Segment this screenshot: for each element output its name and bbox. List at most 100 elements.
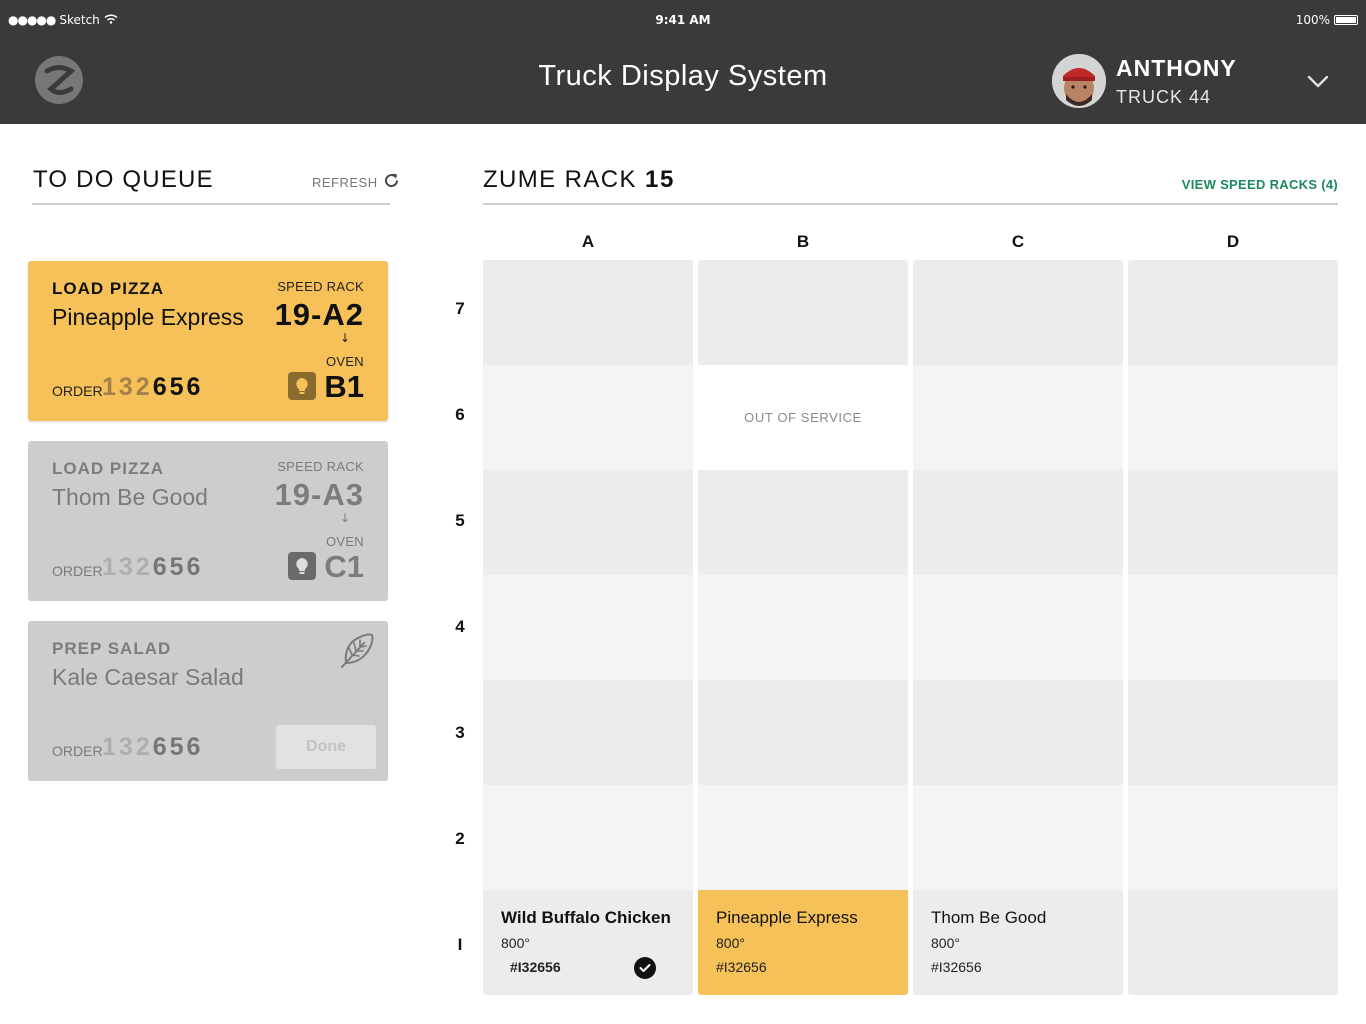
slot-pizza-name: Pineapple Express bbox=[716, 908, 858, 927]
oven-value: C1 bbox=[324, 549, 364, 584]
slot-temperature: 800° bbox=[931, 935, 960, 951]
speed-rack-label: SPEED RACK bbox=[277, 279, 364, 294]
rack-slot-c1[interactable]: Thom Be Good 800° #I32656 bbox=[913, 890, 1123, 995]
rack-slot-a1[interactable]: Wild Buffalo Chicken 800° #I32656 bbox=[483, 890, 693, 995]
rack-slot-b4[interactable] bbox=[698, 575, 908, 680]
chevron-down-icon[interactable] bbox=[1306, 70, 1330, 94]
slot-pizza-name: Wild Buffalo Chicken bbox=[501, 908, 671, 927]
rack-slot-a5[interactable] bbox=[483, 470, 693, 575]
rack-slot-b5[interactable] bbox=[698, 470, 908, 575]
slot-temperature: 800° bbox=[716, 935, 745, 951]
card-item-name: Kale Caesar Salad bbox=[52, 664, 244, 690]
column-label-b: B bbox=[796, 232, 810, 251]
refresh-label: REFRESH bbox=[312, 174, 378, 190]
rack-slot-b1[interactable]: Pineapple Express 800° #I32656 bbox=[698, 890, 908, 995]
order-number-suffix: 656 bbox=[152, 373, 204, 401]
rack-title-prefix: ZUME RACK bbox=[483, 166, 637, 193]
row-label-6: 6 bbox=[455, 405, 465, 424]
slot-order-number: #I32656 bbox=[510, 959, 561, 975]
rack-slot-a6[interactable] bbox=[483, 365, 693, 470]
order-number-suffix: 656 bbox=[152, 733, 204, 761]
refresh-icon bbox=[383, 172, 400, 192]
carrier-label: Sketch bbox=[59, 13, 100, 27]
rack-slot-c6[interactable] bbox=[913, 365, 1123, 470]
row-label-3: 3 bbox=[455, 723, 465, 742]
rack-slot-d1[interactable] bbox=[1128, 890, 1338, 995]
user-truck: TRUCK 44 bbox=[1116, 87, 1212, 107]
signal-icon: ●●●●● bbox=[8, 13, 56, 27]
card-task: LOAD PIZZA bbox=[52, 459, 164, 478]
card-item-name: Thom Be Good bbox=[52, 484, 208, 510]
rack-slot-c2[interactable] bbox=[913, 785, 1123, 890]
order-number-prefix: 132 bbox=[102, 373, 153, 401]
row-label-1: I bbox=[457, 935, 463, 954]
rack-slot-b2[interactable] bbox=[698, 785, 908, 890]
user-avatar[interactable] bbox=[1052, 54, 1106, 108]
order-number: 132656 bbox=[102, 553, 203, 582]
status-right: 100% bbox=[1296, 13, 1358, 27]
status-bar: ●●●●● Sketch 9:41 AM 100% bbox=[0, 0, 1366, 40]
out-of-service-label: OUT OF SERVICE bbox=[744, 410, 862, 425]
rack-slot-b3[interactable] bbox=[698, 680, 908, 785]
lightbulb-icon[interactable] bbox=[288, 552, 316, 580]
queue-card-prep-salad[interactable]: PREP SALAD Kale Caesar Salad ORDER 13265… bbox=[28, 621, 388, 781]
rack-slot-d4[interactable] bbox=[1128, 575, 1338, 680]
order-label: ORDER bbox=[52, 383, 103, 399]
refresh-button[interactable]: REFRESH bbox=[312, 172, 400, 192]
leaf-icon bbox=[338, 629, 378, 669]
lightbulb-icon[interactable] bbox=[288, 372, 316, 400]
card-item-name: Pineapple Express bbox=[52, 304, 244, 330]
rack-slot-d2[interactable] bbox=[1128, 785, 1338, 890]
order-number: 132656 bbox=[102, 733, 203, 762]
row-label-4: 4 bbox=[455, 617, 465, 636]
rack-slot-a4[interactable] bbox=[483, 575, 693, 680]
row-label-5: 5 bbox=[455, 511, 465, 530]
rack-slot-a2[interactable] bbox=[483, 785, 693, 890]
rack-title: ZUME RACK 15 bbox=[483, 166, 675, 194]
arrow-down-icon: ↓ bbox=[339, 331, 350, 345]
rack-slot-d5[interactable] bbox=[1128, 470, 1338, 575]
speed-rack-value: 19-A3 bbox=[274, 477, 364, 512]
app-header: Truck Display System ANTHONY TRUCK 44 bbox=[0, 40, 1366, 124]
rack-slot-c7[interactable] bbox=[913, 260, 1123, 365]
order-number: 132656 bbox=[102, 373, 203, 402]
speed-rack-label: SPEED RACK bbox=[277, 459, 364, 474]
order-number-prefix: 132 bbox=[102, 733, 153, 761]
oven-label: OVEN bbox=[325, 354, 364, 369]
status-left: ●●●●● Sketch bbox=[8, 13, 118, 27]
speed-rack-value: 19-A2 bbox=[274, 297, 364, 332]
rack-slot-d6[interactable] bbox=[1128, 365, 1338, 470]
queue-card-load-pizza[interactable]: LOAD PIZZA Pineapple Express SPEED RACK … bbox=[28, 261, 388, 421]
card-task: LOAD PIZZA bbox=[52, 279, 164, 298]
oven-value: B1 bbox=[324, 369, 364, 404]
rack-slot-a7[interactable] bbox=[483, 260, 693, 365]
rack-slot-b6-out-of-service: OUT OF SERVICE bbox=[698, 365, 908, 470]
arrow-down-icon: ↓ bbox=[339, 511, 350, 525]
status-time: 9:41 AM bbox=[655, 13, 711, 27]
row-label-2: 2 bbox=[455, 829, 465, 848]
slot-temperature: 800° bbox=[501, 935, 530, 951]
view-speed-racks-link[interactable]: VIEW SPEED RACKS (4) bbox=[1181, 177, 1338, 192]
column-label-c: C bbox=[1011, 232, 1025, 251]
column-label-a: A bbox=[581, 232, 595, 251]
zume-logo[interactable] bbox=[35, 56, 83, 104]
queue-divider bbox=[32, 203, 390, 205]
wifi-icon bbox=[104, 13, 118, 27]
order-number-suffix: 656 bbox=[152, 553, 204, 581]
slot-order-number: #I32656 bbox=[931, 959, 982, 975]
card-task: PREP SALAD bbox=[52, 639, 172, 658]
rack-slot-b7[interactable] bbox=[698, 260, 908, 365]
rack-slot-d3[interactable] bbox=[1128, 680, 1338, 785]
rack-slot-a3[interactable] bbox=[483, 680, 693, 785]
rack-slot-c4[interactable] bbox=[913, 575, 1123, 680]
rack-slot-c5[interactable] bbox=[913, 470, 1123, 575]
slot-order-number: #I32656 bbox=[716, 959, 767, 975]
row-label-7: 7 bbox=[455, 299, 465, 318]
queue-card-load-pizza[interactable]: LOAD PIZZA Thom Be Good SPEED RACK 19-A3… bbox=[28, 441, 388, 601]
rack-slot-c3[interactable] bbox=[913, 680, 1123, 785]
queue-title: TO DO QUEUE bbox=[33, 166, 214, 193]
order-label: ORDER bbox=[52, 743, 103, 759]
done-button[interactable]: Done bbox=[276, 725, 376, 769]
rack-slot-d7[interactable] bbox=[1128, 260, 1338, 365]
order-number-prefix: 132 bbox=[102, 553, 153, 581]
